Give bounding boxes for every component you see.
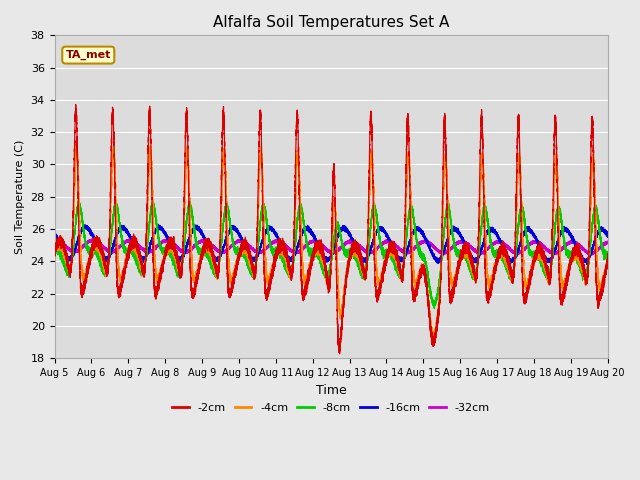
Text: TA_met: TA_met <box>65 50 111 60</box>
X-axis label: Time: Time <box>316 384 346 396</box>
Title: Alfalfa Soil Temperatures Set A: Alfalfa Soil Temperatures Set A <box>213 15 449 30</box>
Legend: -2cm, -4cm, -8cm, -16cm, -32cm: -2cm, -4cm, -8cm, -16cm, -32cm <box>168 398 495 417</box>
Y-axis label: Soil Temperature (C): Soil Temperature (C) <box>15 140 25 254</box>
